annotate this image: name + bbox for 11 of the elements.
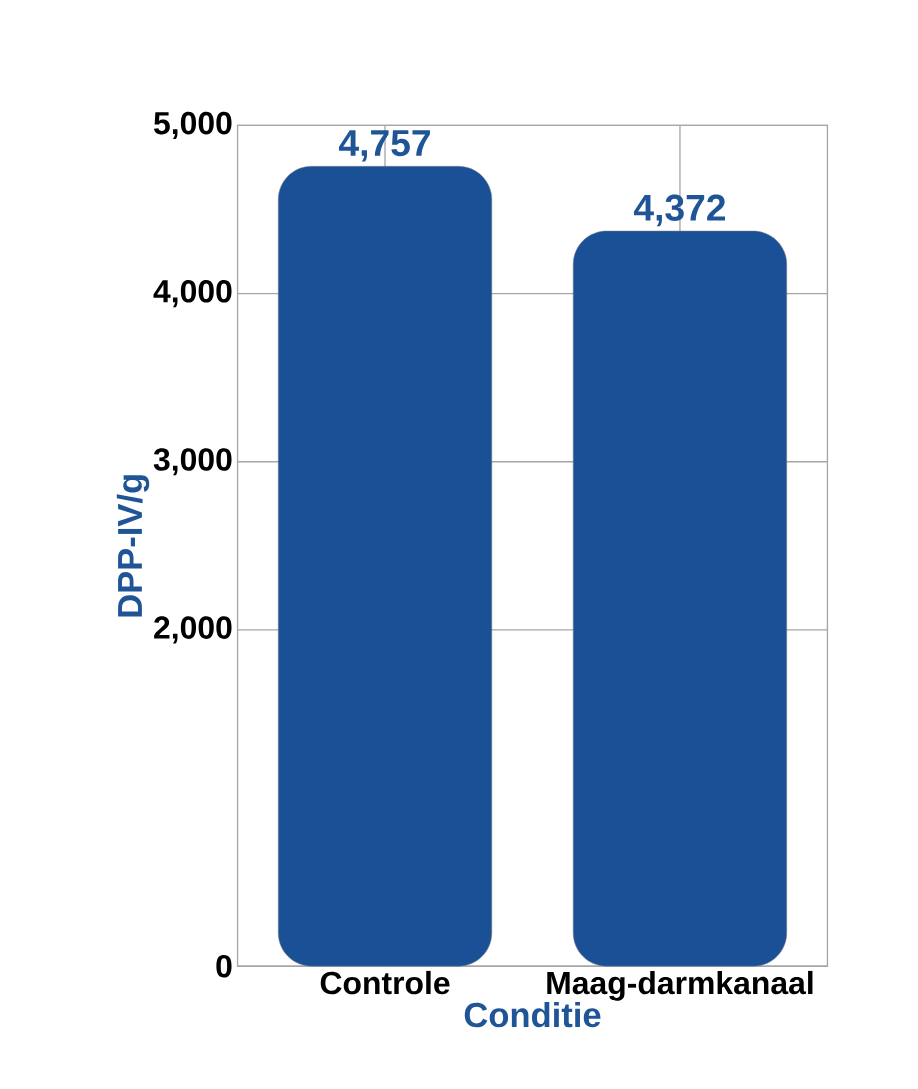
y-tick-label: 3,000	[153, 448, 232, 476]
data-label: 4,372	[633, 194, 725, 227]
y-tick-label: 0	[216, 954, 232, 978]
x-axis-title: Conditie	[464, 1001, 601, 1028]
x-tick-label: Controle	[320, 970, 450, 995]
y-tick-label: 4,000	[153, 280, 232, 308]
data-label: 4,757	[338, 130, 430, 162]
y-axis-title: DPP-IV/g	[116, 475, 150, 617]
y-tick-label: 2,000	[154, 616, 232, 644]
x-tick-label: Maag-darmkanaal	[547, 970, 813, 1001]
y-tick-label: 5,000	[153, 111, 232, 140]
